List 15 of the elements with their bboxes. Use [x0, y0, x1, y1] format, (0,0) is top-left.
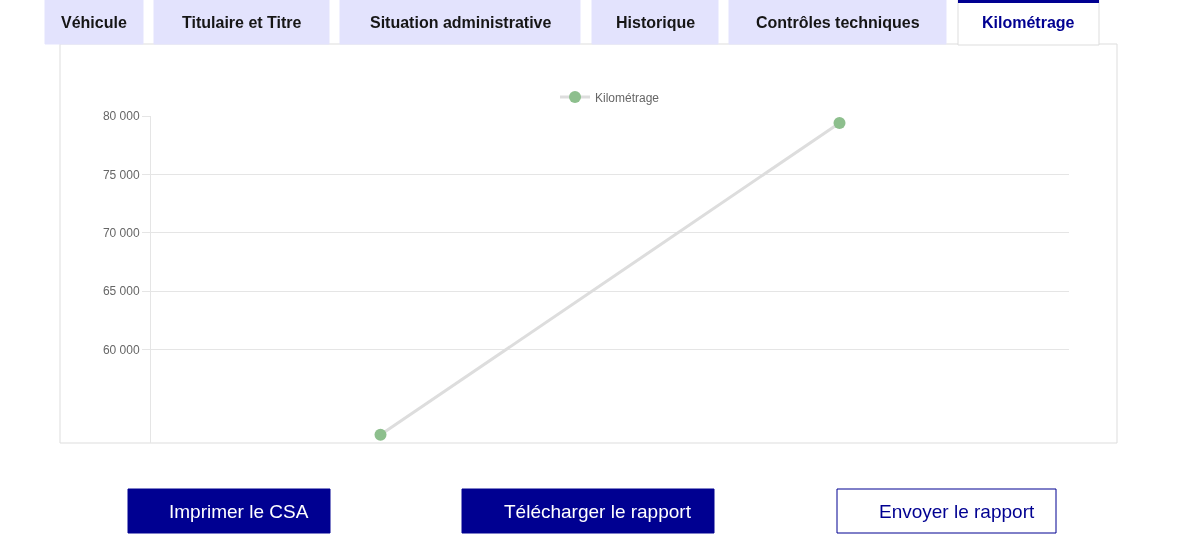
y-tick-label: 70 000	[102, 225, 140, 240]
text: Télécharger le rapport	[504, 501, 692, 522]
legend-label: Kilométrage	[595, 90, 660, 105]
text: Situation administrative	[370, 14, 552, 31]
y-tick-label: 60 000	[102, 342, 140, 357]
text: Kilométrage	[982, 14, 1075, 31]
text: Historique	[616, 14, 696, 31]
text: Envoyer le rapport	[879, 501, 1035, 522]
y-tick-label: 80 000	[102, 109, 140, 124]
text: Véhicule	[61, 14, 127, 31]
y-tick-label: 75 000	[102, 167, 140, 182]
y-tick-label: 65 000	[102, 284, 140, 299]
text: Imprimer le CSA	[169, 501, 309, 522]
text: Titulaire et Titre	[182, 14, 302, 31]
text: Contrôles techniques	[756, 14, 920, 31]
